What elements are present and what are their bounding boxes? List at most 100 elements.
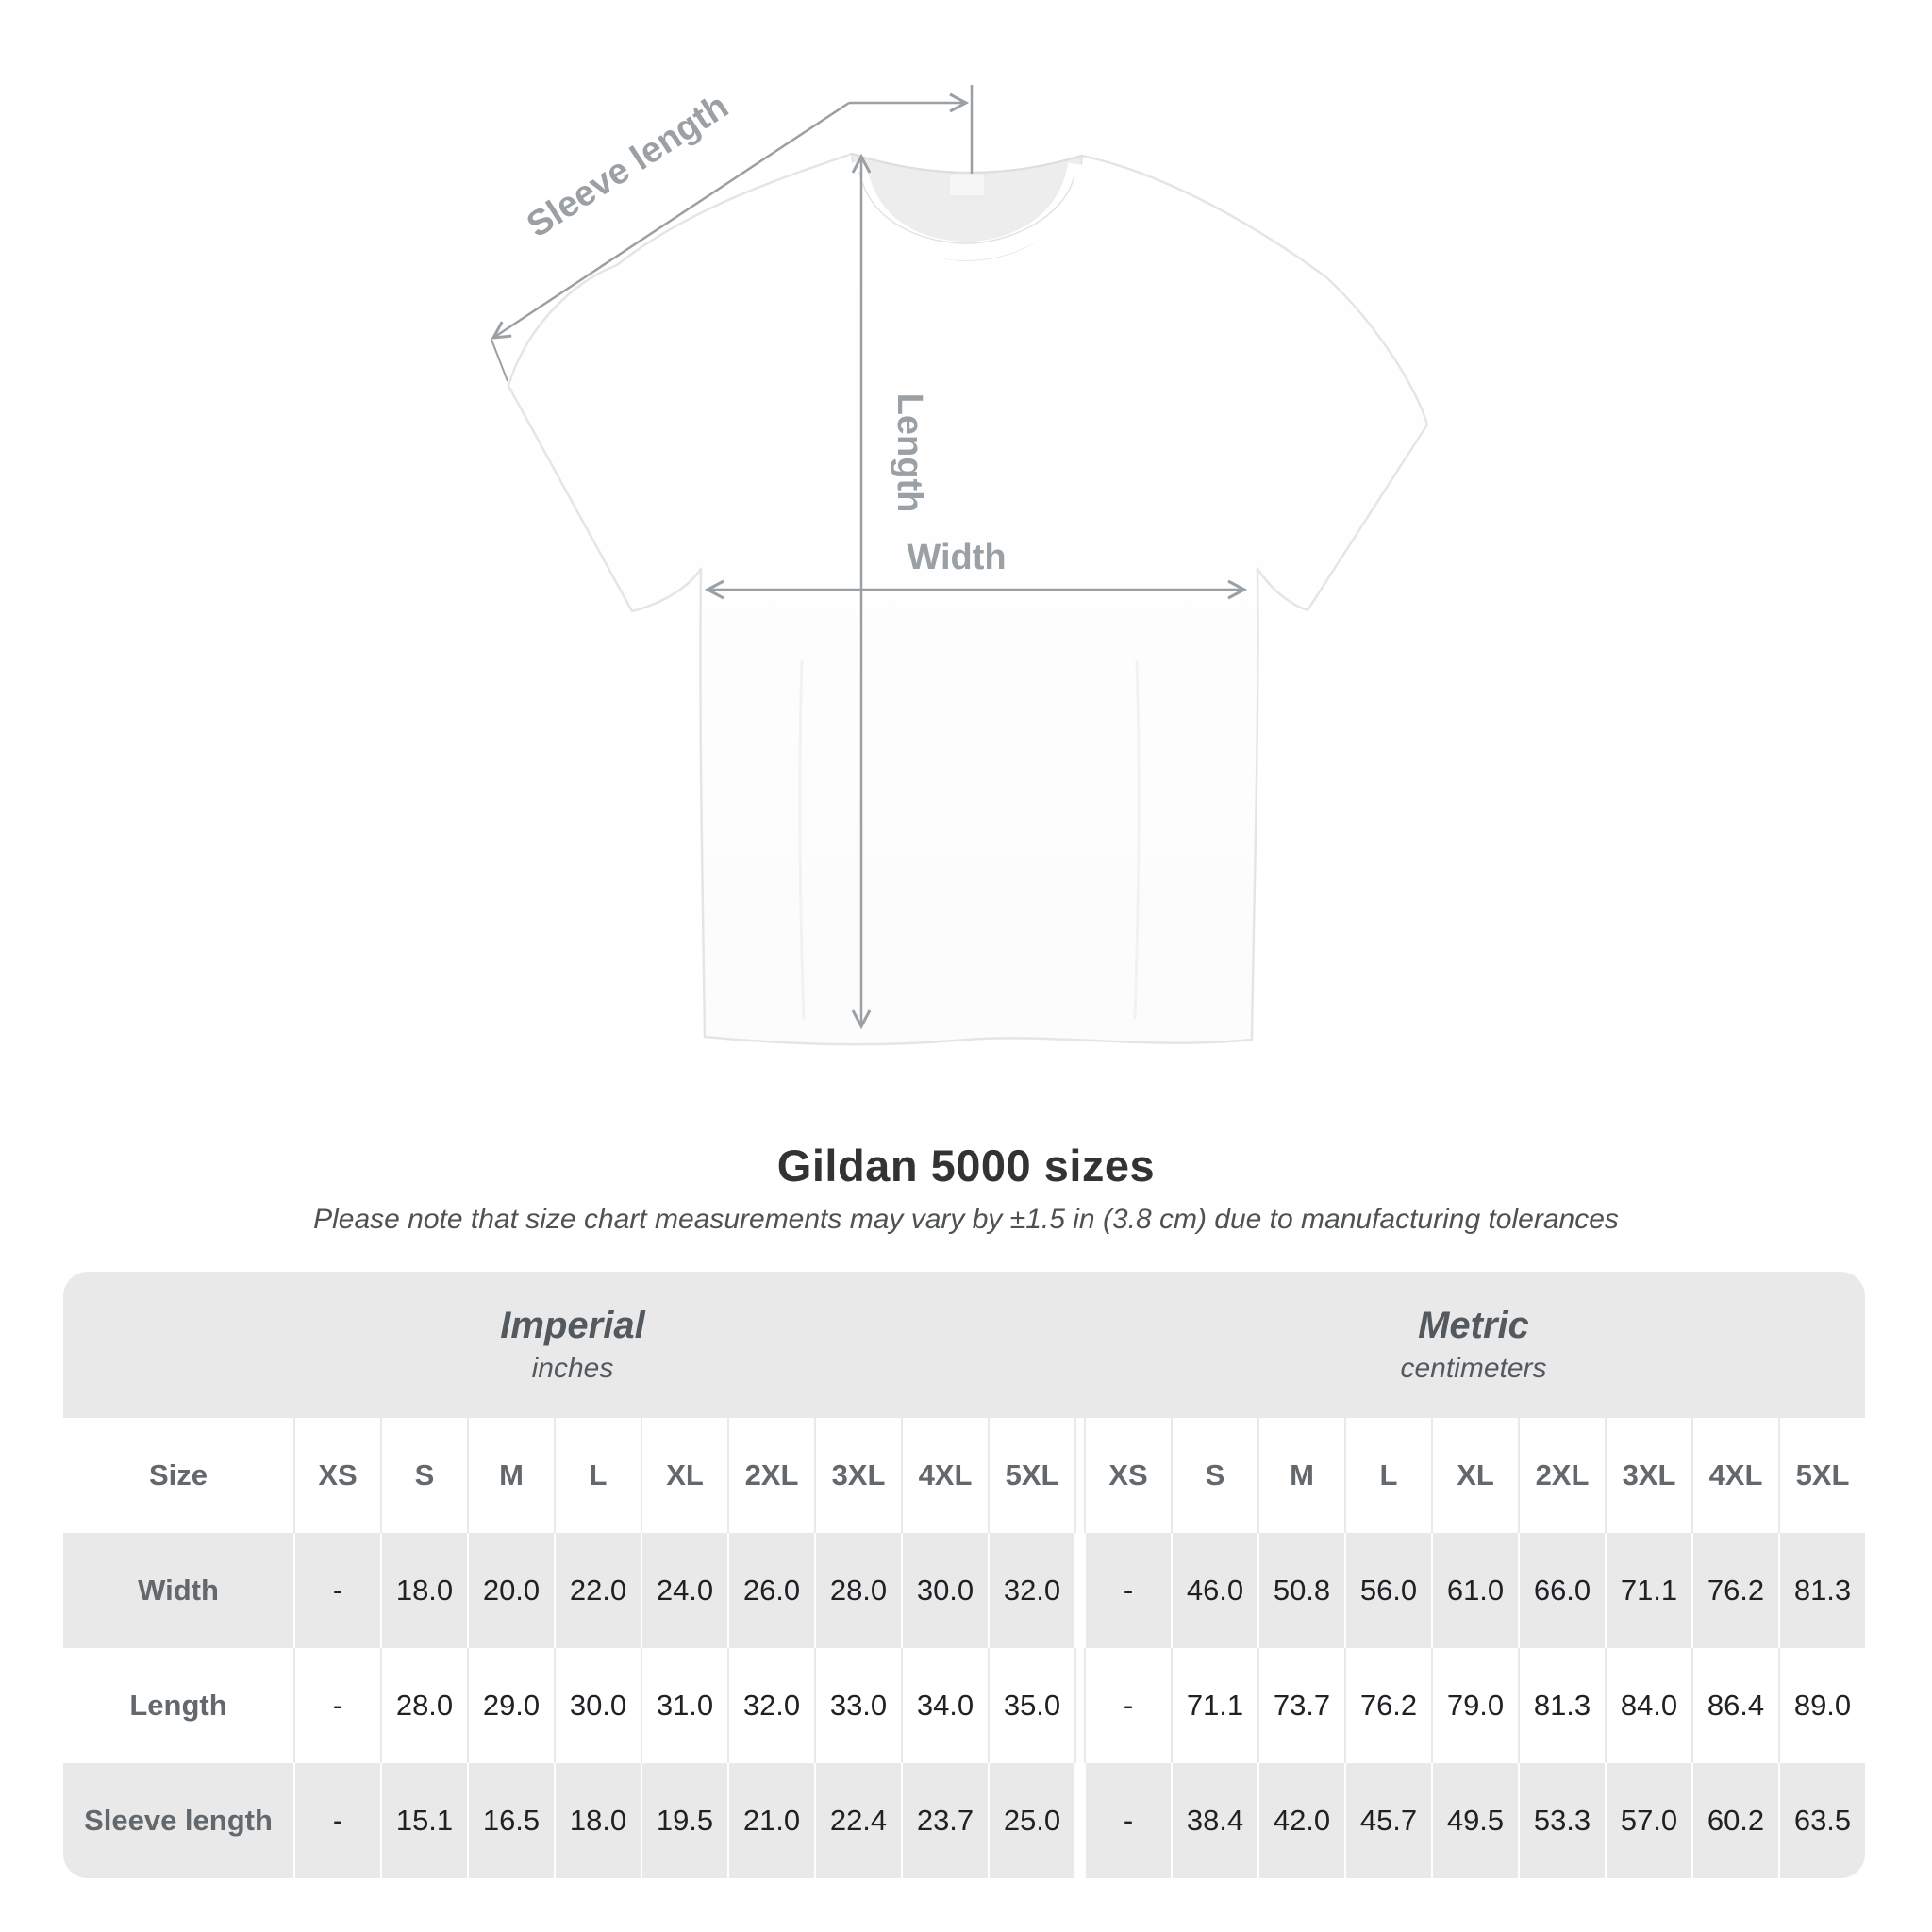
metric-value-cell: 81.3 xyxy=(1780,1533,1865,1648)
metric-value-cell: 38.4 xyxy=(1173,1763,1257,1878)
measurement-label: Length xyxy=(63,1648,293,1763)
size-header-imperial: XL xyxy=(642,1418,727,1533)
measurement-label: Width xyxy=(63,1533,293,1648)
size-header-imperial: 5XL xyxy=(990,1418,1074,1533)
imperial-value-cell: 30.0 xyxy=(556,1648,641,1763)
imperial-value-cell: 22.0 xyxy=(556,1533,641,1648)
metric-value-cell: 81.3 xyxy=(1520,1648,1605,1763)
collar-seam xyxy=(858,171,1075,244)
imperial-value-cell: 19.5 xyxy=(642,1763,727,1878)
metric-value-cell: 60.2 xyxy=(1693,1763,1778,1878)
imperial-name: Imperial xyxy=(500,1305,645,1346)
metric-value-cell: 76.2 xyxy=(1346,1648,1431,1763)
tshirt-illustration xyxy=(507,152,1429,1046)
imperial-value-cell: - xyxy=(295,1648,380,1763)
size-table: Imperial inches Metric centimeters Size X… xyxy=(63,1272,1865,1878)
metric-value-cell: 42.0 xyxy=(1259,1763,1344,1878)
collar-neckband xyxy=(847,160,1087,261)
metric-value-cell: 73.7 xyxy=(1259,1648,1344,1763)
metric-value-cell: 63.5 xyxy=(1780,1763,1865,1878)
fabric-fold-left xyxy=(798,659,806,1020)
metric-value-cell: 71.1 xyxy=(1173,1648,1257,1763)
collar-rim xyxy=(851,153,1083,174)
imperial-value-cell: 28.0 xyxy=(382,1648,467,1763)
imperial-value-cell: 16.5 xyxy=(469,1763,554,1878)
collar-tag xyxy=(948,173,986,197)
table-rows: Size XS S M L XL 2XL 3XL 4XL 5XL XS S M L XL 2XL 3XL 4XL 5… xyxy=(63,1418,1865,1878)
metric-value-cell: 66.0 xyxy=(1520,1533,1605,1648)
size-header-row: Size XS S M L XL 2XL 3XL 4XL 5XL XS S M L XL 2XL 3XL 4XL 5… xyxy=(63,1418,1865,1533)
length-label: Length xyxy=(890,393,929,513)
metric-value-cell: 61.0 xyxy=(1433,1533,1518,1648)
sleeve-dimension-diagonal xyxy=(491,101,850,340)
size-header-metric: XL xyxy=(1433,1418,1518,1533)
metric-name: Metric xyxy=(1418,1305,1529,1346)
tolerance-note: Please note that size chart measurements… xyxy=(313,1204,1619,1235)
size-header-imperial: 3XL xyxy=(816,1418,901,1533)
metric-value-cell: 45.7 xyxy=(1346,1763,1431,1878)
metric-value-cell: - xyxy=(1086,1533,1171,1648)
imperial-value-cell: 30.0 xyxy=(903,1533,988,1648)
size-header-imperial: M xyxy=(469,1418,554,1533)
metric-value-cell: 56.0 xyxy=(1346,1533,1431,1648)
column-group-divider xyxy=(1076,1418,1084,1533)
column-group-divider xyxy=(1076,1648,1084,1763)
metric-value-cell: 50.8 xyxy=(1259,1533,1344,1648)
metric-value-cell: 49.5 xyxy=(1433,1763,1518,1878)
size-header-imperial: 4XL xyxy=(903,1418,988,1533)
size-header-metric: 2XL xyxy=(1520,1418,1605,1533)
measurement-label: Sleeve length xyxy=(63,1763,293,1878)
size-header-imperial: S xyxy=(382,1418,467,1533)
imperial-value-cell: 15.1 xyxy=(382,1763,467,1878)
dimension-annotations xyxy=(491,85,1248,1030)
size-header-metric: 5XL xyxy=(1780,1418,1865,1533)
tshirt-measurement-diagram: Sleeve length Length Width xyxy=(491,85,1429,1046)
imperial-value-cell: 18.0 xyxy=(556,1763,641,1878)
imperial-value-cell: 18.0 xyxy=(382,1533,467,1648)
metric-value-cell: 71.1 xyxy=(1607,1533,1691,1648)
metric-unit: centimeters xyxy=(1400,1353,1547,1384)
unit-header-band: Imperial inches Metric centimeters xyxy=(63,1272,1865,1418)
imperial-value-cell: 35.0 xyxy=(990,1648,1074,1763)
imperial-value-cell: 20.0 xyxy=(469,1533,554,1648)
size-header-metric: S xyxy=(1173,1418,1257,1533)
size-header-imperial: XS xyxy=(295,1418,380,1533)
column-group-divider xyxy=(1076,1533,1084,1648)
metric-value-cell: 76.2 xyxy=(1693,1533,1778,1648)
metric-value-cell: 46.0 xyxy=(1173,1533,1257,1648)
page-title: Gildan 5000 sizes xyxy=(776,1141,1156,1191)
imperial-value-cell: 25.0 xyxy=(990,1763,1074,1878)
imperial-unit: inches xyxy=(531,1353,614,1384)
imperial-value-cell: - xyxy=(295,1533,380,1648)
metric-value-cell: 89.0 xyxy=(1780,1648,1865,1763)
size-header-metric: XS xyxy=(1086,1418,1171,1533)
imperial-value-cell: 31.0 xyxy=(642,1648,727,1763)
tshirt-body xyxy=(507,152,1429,1046)
metric-value-cell: - xyxy=(1086,1763,1171,1878)
imperial-value-cell: 33.0 xyxy=(816,1648,901,1763)
imperial-value-cell: 28.0 xyxy=(816,1533,901,1648)
measurement-row: Sleeve length -15.1 16.5 18.0 19.5 21.0 22.4 23… xyxy=(63,1763,1865,1878)
fabric-fold-right xyxy=(1133,659,1141,1020)
imperial-value-cell: 32.0 xyxy=(729,1648,814,1763)
measurement-row: Width -18.0 20.0 22.0 24.0 26.0 28.0 30.0 32.0-4… xyxy=(63,1533,1865,1648)
size-header-metric: L xyxy=(1346,1418,1431,1533)
metric-value-cell: 79.0 xyxy=(1433,1648,1518,1763)
size-header-metric: 3XL xyxy=(1607,1418,1691,1533)
imperial-value-cell: 29.0 xyxy=(469,1648,554,1763)
size-column-header: Size xyxy=(63,1418,293,1533)
metric-value-cell: 53.3 xyxy=(1520,1763,1605,1878)
metric-value-cell: 57.0 xyxy=(1607,1763,1691,1878)
imperial-value-cell: 32.0 xyxy=(990,1533,1074,1648)
metric-value-cell: 86.4 xyxy=(1693,1648,1778,1763)
imperial-value-cell: - xyxy=(295,1763,380,1878)
size-header-imperial: L xyxy=(556,1418,641,1533)
size-header-metric: M xyxy=(1259,1418,1344,1533)
metric-value-cell: - xyxy=(1086,1648,1171,1763)
metric-header: Metric centimeters xyxy=(1082,1272,1865,1418)
size-header-imperial: 2XL xyxy=(729,1418,814,1533)
imperial-value-cell: 22.4 xyxy=(816,1763,901,1878)
imperial-value-cell: 23.7 xyxy=(903,1763,988,1878)
size-header-metric: 4XL xyxy=(1693,1418,1778,1533)
